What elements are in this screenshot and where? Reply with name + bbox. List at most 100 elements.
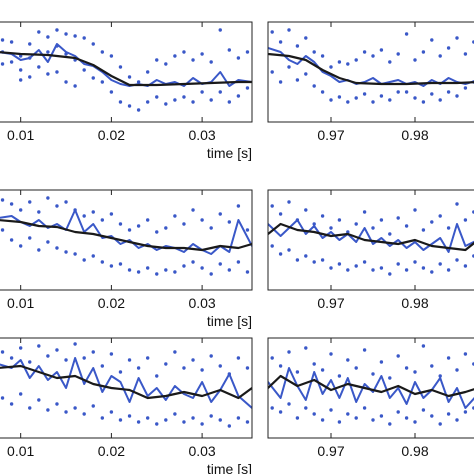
data-point xyxy=(404,90,409,94)
data-point xyxy=(55,28,59,32)
data-point xyxy=(37,344,41,348)
data-point xyxy=(320,214,325,218)
data-point xyxy=(155,58,159,62)
data-point xyxy=(200,90,204,94)
data-point xyxy=(145,266,150,270)
data-point xyxy=(388,232,392,236)
data-point xyxy=(287,248,291,252)
data-point xyxy=(295,258,300,262)
data-point xyxy=(270,70,274,74)
data-point xyxy=(430,414,434,418)
plot-area xyxy=(268,344,474,426)
x-axis-title: time [s] xyxy=(207,313,252,329)
data-point xyxy=(155,230,159,234)
data-point xyxy=(270,356,274,360)
data-point xyxy=(209,226,213,230)
data-point xyxy=(312,84,316,88)
data-point xyxy=(28,406,32,410)
data-point xyxy=(430,270,434,274)
data-point xyxy=(100,260,105,264)
data-point xyxy=(28,42,32,46)
data-point xyxy=(236,56,241,60)
data-point xyxy=(438,262,442,266)
data-point xyxy=(145,356,150,360)
data-point xyxy=(329,226,333,230)
plot-area xyxy=(0,196,252,276)
data-point xyxy=(218,418,222,422)
data-point xyxy=(9,238,14,242)
data-point xyxy=(73,406,77,410)
data-point xyxy=(421,408,426,412)
data-point xyxy=(270,204,274,208)
data-point xyxy=(109,410,114,414)
data-point xyxy=(55,402,59,406)
data-point xyxy=(396,410,400,414)
data-point xyxy=(278,252,283,256)
chart-panel-row3-left: 0.01 0.02 0.03 time [s] xyxy=(0,337,253,474)
data-point xyxy=(46,50,50,54)
data-point xyxy=(227,220,232,224)
data-point xyxy=(337,262,342,266)
data-point xyxy=(404,268,409,272)
data-point xyxy=(346,100,350,104)
data-point xyxy=(413,96,417,100)
data-point xyxy=(278,80,283,84)
data-point xyxy=(371,418,375,422)
data-point xyxy=(379,266,384,270)
data-point xyxy=(164,418,168,422)
series-line-black xyxy=(268,374,474,398)
plot-area xyxy=(0,28,252,112)
data-point xyxy=(18,392,23,396)
data-point xyxy=(191,208,195,212)
data-point xyxy=(304,254,308,258)
data-point xyxy=(46,35,50,39)
data-point xyxy=(218,212,222,216)
data-point xyxy=(379,48,384,52)
data-point xyxy=(362,348,367,352)
data-point xyxy=(182,95,186,99)
data-point xyxy=(0,198,5,202)
data-point xyxy=(64,250,68,254)
data-point xyxy=(270,30,274,34)
data-point xyxy=(446,356,451,360)
data-point xyxy=(64,200,68,204)
data-point xyxy=(37,30,41,34)
data-point xyxy=(446,226,451,230)
data-point xyxy=(304,346,308,350)
data-point xyxy=(82,258,86,262)
data-point xyxy=(118,418,123,422)
data-point xyxy=(404,416,409,420)
data-point xyxy=(438,214,442,218)
data-point xyxy=(73,342,77,346)
data-point xyxy=(295,370,300,374)
data-point xyxy=(245,86,250,90)
data-point xyxy=(320,90,325,94)
data-point xyxy=(0,228,5,232)
data-point xyxy=(270,244,274,248)
data-point xyxy=(354,58,358,62)
axes-frame xyxy=(267,337,474,439)
x-tick-label: 0.03 xyxy=(188,443,215,459)
data-point xyxy=(136,80,141,84)
data-point xyxy=(155,95,159,99)
data-point xyxy=(362,92,367,96)
data-point xyxy=(46,240,50,244)
series-line-blue xyxy=(268,219,474,253)
data-point xyxy=(37,398,41,402)
data-point xyxy=(388,376,392,380)
data-point xyxy=(182,264,186,268)
data-point xyxy=(304,36,308,40)
data-point xyxy=(337,218,342,222)
data-point xyxy=(430,38,434,42)
data-point xyxy=(182,50,186,54)
data-point xyxy=(28,360,32,364)
data-point xyxy=(28,236,32,240)
data-point xyxy=(118,370,123,374)
data-point xyxy=(312,362,316,366)
data-point xyxy=(173,214,177,218)
data-point xyxy=(379,218,384,222)
data-point xyxy=(9,60,14,64)
data-point xyxy=(354,96,358,100)
data-point xyxy=(329,65,333,69)
data-point xyxy=(136,270,141,274)
